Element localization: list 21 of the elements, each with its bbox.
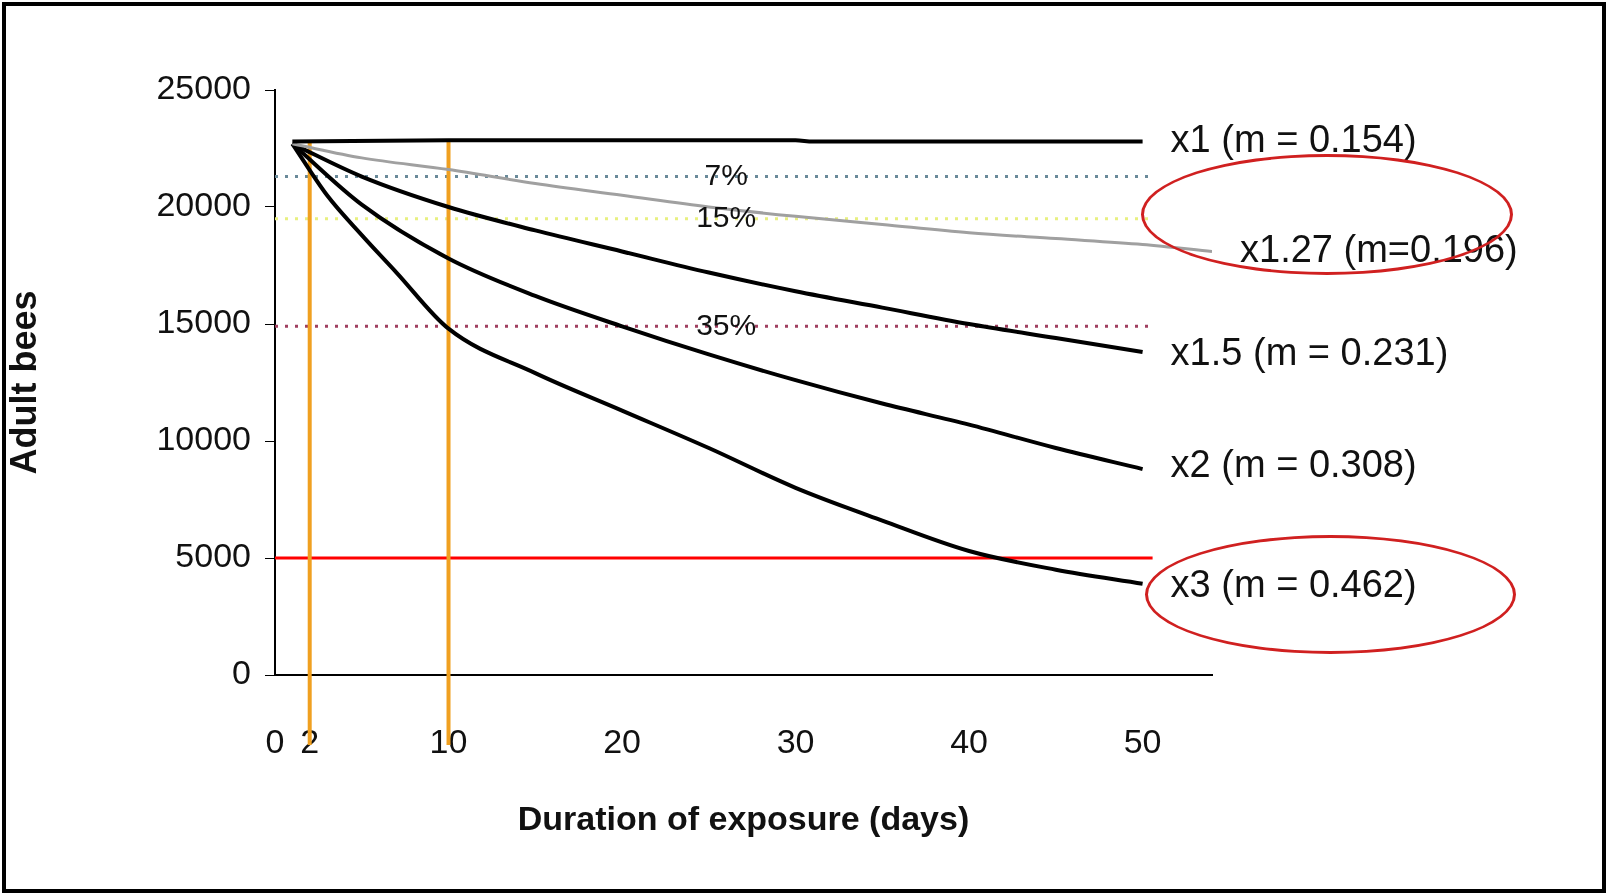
y-tick-label: 10000 [156, 419, 251, 458]
annotation: 35% [696, 307, 757, 341]
annotation: x1.5 (m = 0.231) [1170, 330, 1449, 373]
annotation: x3 (m = 0.462) [1170, 562, 1417, 605]
y-tick-label: 25000 [156, 68, 251, 107]
annotation: 7% [704, 157, 748, 191]
x-tick-label: 20 [603, 721, 641, 760]
annotation: x2 (m = 0.308) [1170, 443, 1417, 486]
y-tick-label: 0 [232, 653, 251, 692]
y-axis-title: Adult bees [2, 290, 44, 475]
y-tick-label: 5000 [175, 536, 251, 575]
y-tick-label: 15000 [156, 302, 251, 341]
x-tick-label: 0 [265, 721, 285, 760]
y-tick-label: 20000 [156, 185, 251, 224]
x-tick-label: 10 [429, 721, 468, 760]
x-tick-label: 40 [950, 721, 988, 760]
annotation: 15% [696, 199, 757, 233]
x-tick-label: 50 [1123, 721, 1162, 760]
x-axis-title: Duration of exposure (days) [517, 798, 970, 837]
annotation: x1 (m = 0.154) [1170, 117, 1417, 160]
x-tick-label: 30 [776, 721, 815, 760]
